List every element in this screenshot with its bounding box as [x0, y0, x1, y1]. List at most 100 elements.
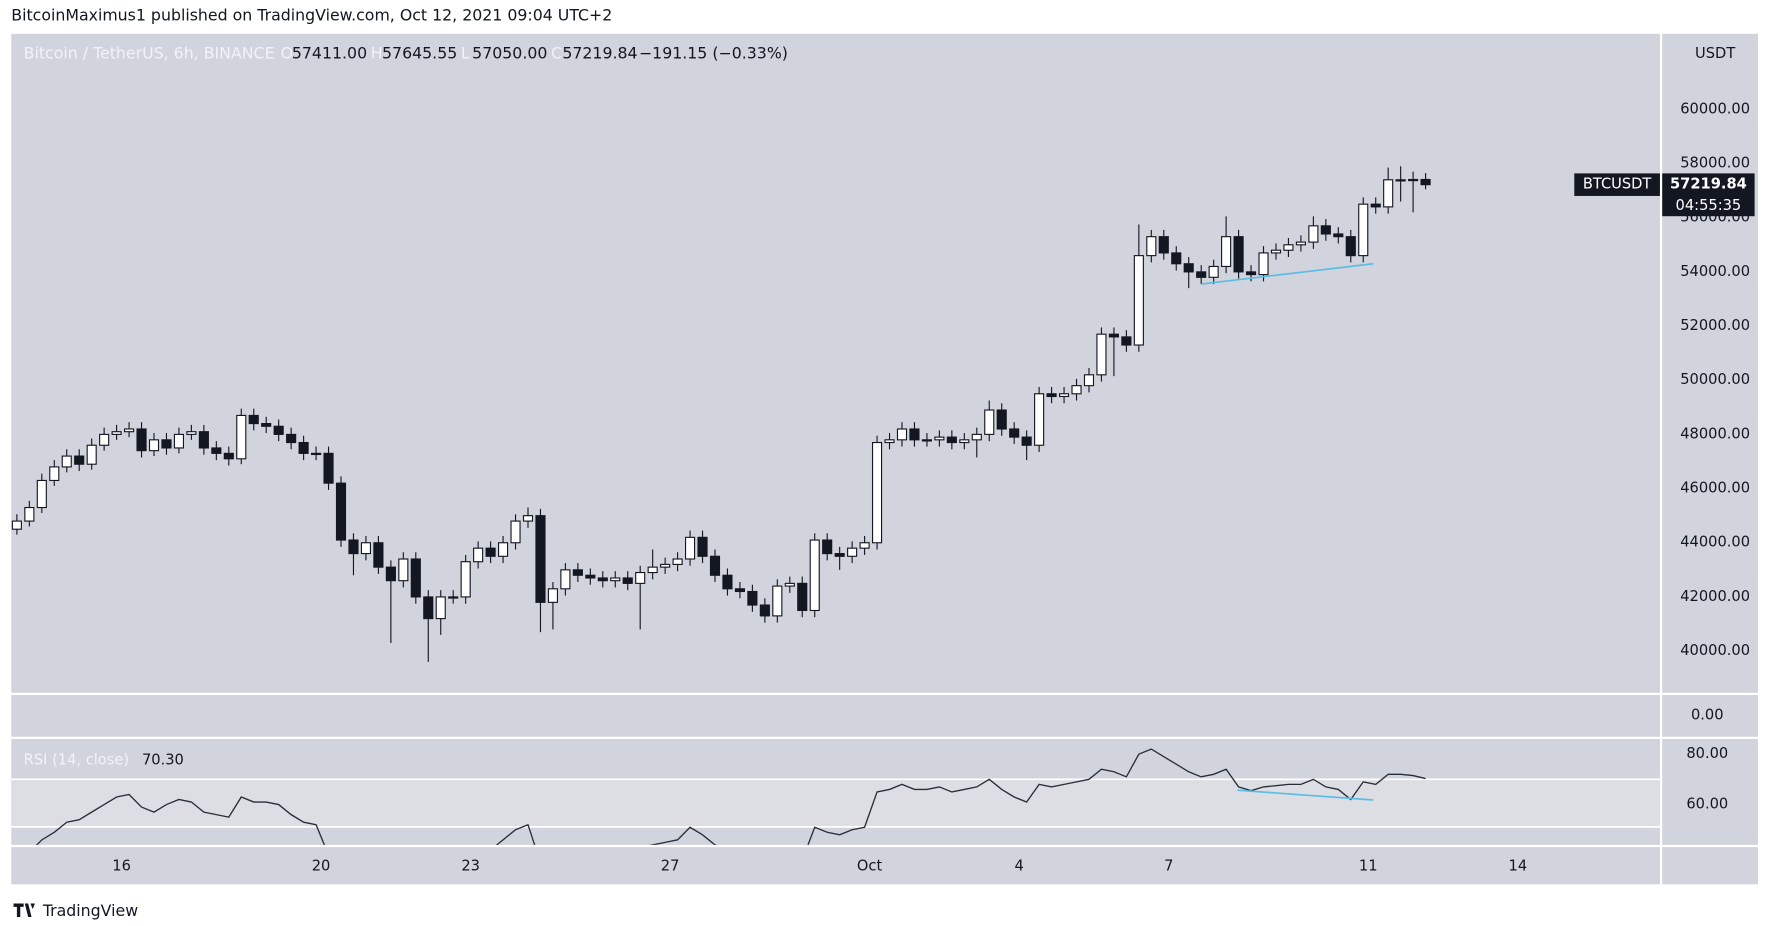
candle-body-down	[747, 590, 758, 606]
candle-body-up	[871, 441, 883, 544]
candle-body-up	[173, 433, 185, 449]
candle-body-up	[684, 536, 696, 560]
candle-body-down	[1171, 252, 1182, 265]
empty-pane	[11, 695, 1660, 737]
candle-body-down	[1370, 203, 1381, 208]
header-symbol: Bitcoin / TetherUS, 6h, BINANCE	[24, 44, 275, 63]
price-tag-price: 57219.84	[1670, 176, 1747, 193]
candle-body-down	[423, 596, 434, 620]
x-tick-label: 16	[112, 857, 131, 874]
candle-body-up	[560, 569, 571, 590]
candle-body-down	[1196, 271, 1207, 278]
candle-body-up	[86, 444, 97, 465]
candle-body-down	[385, 566, 396, 582]
candle-body-up	[635, 571, 646, 584]
candle-body-down	[697, 536, 708, 557]
pane-axis-label: 0.00	[1691, 706, 1724, 723]
candle-body-up	[11, 520, 22, 530]
candle-body-down	[198, 431, 209, 449]
candle-body-down	[223, 452, 234, 460]
candle-body-down	[1108, 333, 1119, 338]
y-tick-label: 60000.00	[1680, 100, 1750, 117]
candle-body-down	[722, 574, 733, 590]
candle-body-down	[1158, 236, 1169, 254]
y-tick-label: 50000.00	[1680, 371, 1750, 388]
price-tag-name: BTCUSDT	[1583, 176, 1652, 193]
candle-body-down	[211, 447, 222, 454]
candle-body-up	[1146, 236, 1157, 257]
rsi-line	[35, 748, 1426, 845]
candle-body-up	[1358, 203, 1369, 257]
candle-body-up	[610, 577, 621, 582]
header-close-label: C	[551, 44, 562, 63]
candle-body-down	[1245, 271, 1257, 276]
y-tick-label: 48000.00	[1680, 425, 1750, 442]
x-tick-label: 23	[461, 857, 480, 874]
candle-body-down	[323, 452, 334, 484]
candle-body-up	[959, 439, 970, 444]
candle-body-down	[273, 425, 284, 435]
candle-body-up	[809, 539, 820, 612]
candle-body-up	[1058, 393, 1070, 398]
candle-body-up	[1071, 385, 1082, 395]
candle-body-up	[186, 431, 197, 435]
price-axis	[1662, 33, 1758, 693]
candle-body-up	[921, 439, 932, 442]
candle-body-down	[1021, 436, 1032, 446]
rsi-band-fill	[11, 779, 1660, 827]
candle-body-down	[909, 428, 920, 441]
candle-body-up	[24, 506, 35, 522]
candle-body-down	[74, 455, 85, 465]
header-open-label: O	[281, 44, 293, 63]
candle-body-up	[1258, 252, 1269, 276]
candle-body-down	[1333, 233, 1344, 238]
candle-body-up	[672, 558, 683, 565]
candle-body-down	[996, 409, 1007, 430]
candle-body-up	[1208, 265, 1219, 278]
candle-body-down	[597, 577, 608, 582]
x-tick-label: 27	[661, 857, 680, 874]
candle-body-up	[148, 439, 160, 452]
header-high-label: H	[371, 44, 383, 63]
x-tick-label: 4	[1015, 857, 1024, 874]
candle-body-up	[847, 547, 858, 557]
footer-brand: TradingView	[42, 901, 138, 920]
header-close: 57219.84	[562, 44, 637, 63]
candle-body-up	[859, 542, 870, 549]
candle-body-up	[460, 561, 471, 598]
candle-body-down	[585, 574, 596, 579]
candle-body-down	[136, 428, 147, 452]
candle-body-up	[497, 542, 509, 557]
candle-body-down	[759, 604, 770, 617]
x-tick-label: Oct	[857, 857, 883, 874]
price-pane	[11, 33, 1660, 693]
header-open: 57411.00	[292, 44, 367, 63]
candle-body-up	[647, 566, 658, 574]
candle-body-up	[1283, 244, 1294, 251]
empty-axis	[1662, 695, 1758, 737]
candle-body-down	[946, 436, 957, 444]
candle-body-up	[1096, 333, 1107, 376]
candle-body-up	[36, 479, 47, 509]
candle-body-up	[1270, 249, 1282, 254]
rsi-tick-label: 60.00	[1686, 796, 1728, 813]
corner	[1662, 847, 1758, 885]
y-tick-label: 58000.00	[1680, 155, 1750, 172]
rsi-value: 70.30	[142, 751, 184, 768]
y-tick-label: 46000.00	[1680, 480, 1750, 497]
candle-body-down	[709, 555, 721, 576]
candle-body-up	[124, 428, 135, 433]
candle-body-down	[485, 547, 496, 557]
candle-body-up	[360, 542, 372, 555]
header-change: −191.15 (−0.33%)	[639, 44, 788, 63]
rsi-axis	[1662, 738, 1758, 845]
candle-body-down	[298, 441, 309, 454]
price-tag-bg	[1662, 173, 1755, 217]
trendline	[1201, 262, 1374, 285]
candle-body-down	[373, 542, 384, 568]
candle-body-down	[248, 414, 259, 425]
candle-body-down	[1121, 336, 1132, 346]
rsi-trendline	[1237, 789, 1374, 801]
candle-body-up	[1308, 225, 1319, 243]
